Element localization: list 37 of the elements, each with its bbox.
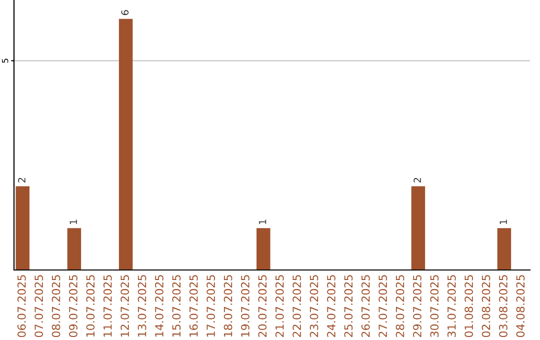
x-tick-label: 28.07.2025 — [396, 275, 404, 337]
x-tick-label: 30.07.2025 — [430, 275, 439, 337]
x-tick-label: 10.07.2025 — [86, 275, 95, 337]
x-tick-label: 13.07.2025 — [138, 275, 146, 337]
x-tick-label: 29.07.2025 — [413, 275, 422, 337]
x-tick-label: 25.07.2025 — [344, 275, 353, 337]
data-label: 6 — [121, 10, 129, 16]
y-tick-label: 5 — [2, 58, 8, 63]
x-tick-label: 14.07.2025 — [155, 275, 164, 337]
x-tick-label: 03.08.2025 — [499, 275, 508, 338]
data-label: 2 — [414, 178, 421, 182]
x-tick-label: 24.07.2025 — [327, 275, 336, 337]
x-tick-label: 11.07.2025 — [103, 275, 112, 337]
x-tick-label: 12.07.2025 — [120, 275, 130, 337]
x-tick-label: 21.07.2025 — [275, 275, 284, 337]
x-tick-label: 17.07.2025 — [206, 275, 216, 337]
x-tick-label: 23.07.2025 — [310, 275, 318, 337]
data-label: 1 — [258, 220, 266, 224]
x-tick-label: 09.07.2025 — [69, 275, 78, 338]
data-label: 1 — [500, 220, 507, 224]
x-tick-label: 18.07.2025 — [224, 275, 232, 337]
x-tick-label: 31.07.2025 — [447, 275, 456, 337]
x-tick-label: 15.07.2025 — [172, 275, 181, 337]
x-tick-label: 06.07.2025 — [17, 275, 26, 338]
x-tick-label: 26.07.2025 — [361, 275, 370, 337]
x-tick-label: 27.07.2025 — [378, 275, 388, 337]
data-label: 1 — [70, 220, 77, 224]
x-tick-label: 20.07.2025 — [258, 275, 267, 337]
x-tick-label: 02.08.2025 — [482, 275, 490, 338]
x-tick-label: 22.07.2025 — [292, 275, 302, 337]
x-tick-label: 01.08.2025 — [464, 275, 474, 338]
x-tick-label: 04.08.2025 — [516, 275, 525, 338]
x-tick-label: 16.07.2025 — [189, 275, 198, 337]
x-tick-label: 07.07.2025 — [34, 275, 44, 338]
data-label: 2 — [18, 178, 26, 182]
x-tick-label: 08.07.2025 — [52, 275, 60, 338]
x-tick-label: 19.07.2025 — [241, 275, 250, 337]
